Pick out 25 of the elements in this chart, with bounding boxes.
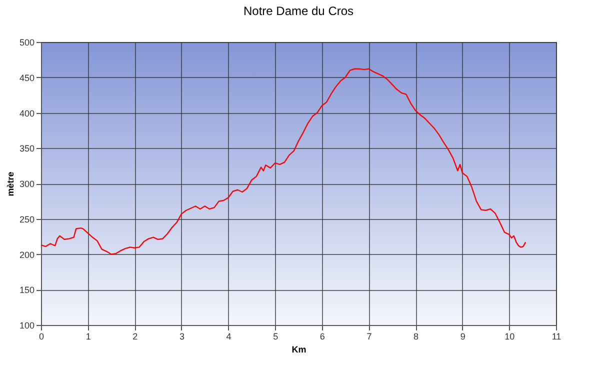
y-axis-title: mètre [5,172,16,196]
x-tick-label: 7 [366,332,372,342]
x-axis-title: Km [292,344,306,354]
y-tick-label: 200 [19,250,34,260]
y-tick-label: 100 [19,320,34,330]
x-tick-label: 8 [414,332,419,342]
y-tick-label: 450 [19,72,34,83]
y-tick-label: 150 [19,285,34,296]
y-tick-label: 250 [19,214,34,224]
x-tick-label: 2 [132,332,138,342]
y-tick-label: 400 [19,108,34,118]
x-tick-label: 11 [552,332,562,342]
x-tick-label: 1 [86,332,91,342]
chart-title: Notre Dame du Cros [243,4,354,18]
x-tick-label: 4 [226,332,232,342]
x-tick-label: 0 [38,332,44,342]
y-tick-label: 300 [19,179,34,189]
x-tick-label: 10 [504,332,515,342]
y-tick-label: 500 [19,38,34,48]
x-tick-label: 5 [273,332,278,342]
x-tick-label: 3 [179,332,184,342]
y-tick-label: 350 [19,144,34,154]
x-tick-label: 6 [320,332,325,342]
x-tick-label: 9 [460,332,466,342]
line-series [40,68,526,255]
